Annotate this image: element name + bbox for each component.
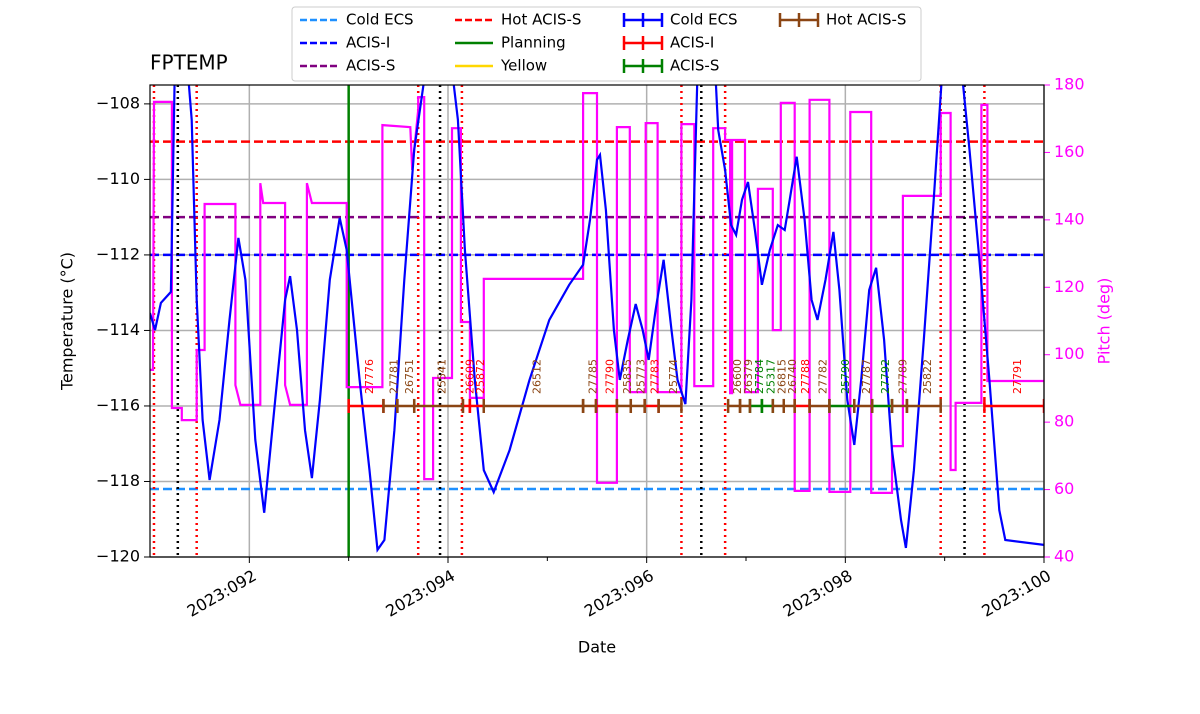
x-tick-label: 2023:092 <box>184 566 260 621</box>
obsid-label: 25822 <box>921 359 934 394</box>
legend-label: Yellow <box>500 57 547 75</box>
obsid-label: 25872 <box>474 359 487 394</box>
obsid-label: 27792 <box>879 359 892 394</box>
y-tick-label: −118 <box>96 471 140 490</box>
y2-tick-label: 80 <box>1054 412 1074 431</box>
y2-tick-label: 160 <box>1054 142 1085 161</box>
y2-tick-label: 180 <box>1054 75 1085 94</box>
legend-label: ACIS-S <box>346 57 395 75</box>
obsid-label: 27790 <box>603 359 616 394</box>
y-tick-label: −110 <box>96 169 140 188</box>
legend-label: Hot ACIS-S <box>826 11 906 29</box>
legend-label: ACIS-I <box>670 34 714 52</box>
obsid-label: 27789 <box>896 359 909 394</box>
legend-label: Cold ECS <box>670 11 738 29</box>
obsid-label: 27785 <box>587 359 600 394</box>
y2-axis-label: Pitch (deg) <box>1095 278 1114 365</box>
y-tick-label: −120 <box>96 547 140 566</box>
obsid-label: 27787 <box>860 359 873 394</box>
temperature-line <box>150 85 1044 553</box>
obsid-label: 27788 <box>799 359 812 394</box>
x-tick-label: 2023:098 <box>780 566 856 621</box>
obsid-label: 26512 <box>530 359 543 394</box>
obsid-label: 27791 <box>1011 359 1024 394</box>
pitch-line <box>150 91 1044 494</box>
obsid-label: 26600 <box>731 359 744 394</box>
legend: Cold ECS ACIS-I ACIS-S Hot ACIS-S Planning Ye… <box>291 6 922 82</box>
obsid-label: 27781 <box>387 359 400 394</box>
obsid-label: 27784 <box>753 359 766 394</box>
plot-frame <box>149 84 1045 558</box>
obsid-label: 26815 <box>775 359 788 394</box>
chart-title: FPTEMP <box>150 51 228 75</box>
y-tick-label: −114 <box>96 320 140 339</box>
y2-tick-label: 60 <box>1054 479 1074 498</box>
legend-label: ACIS-I <box>346 34 390 52</box>
legend-label: Cold ECS <box>346 11 414 29</box>
y-tick-label: −112 <box>96 244 140 263</box>
obsid-label: 27782 <box>817 359 830 394</box>
y2-tick-label: 140 <box>1054 209 1085 228</box>
x-tick-label: 2023:096 <box>581 566 657 621</box>
y2-tick-label: 40 <box>1054 547 1074 566</box>
obsid-label: 25317 <box>764 359 777 394</box>
legend-label: Hot ACIS-S <box>501 11 581 29</box>
obsid-label: 27776 <box>363 359 376 394</box>
x-axis-label: Date <box>578 638 616 657</box>
obsid-label: 26379 <box>742 359 755 394</box>
y2-tick-label: 100 <box>1054 344 1085 363</box>
y-tick-label: −116 <box>96 395 140 414</box>
obsid-label: 26751 <box>403 359 416 394</box>
legend-box <box>291 6 922 82</box>
legend-label: Planning <box>501 34 566 52</box>
y2-tick-label: 120 <box>1054 277 1085 296</box>
x-tick-label: 2023:100 <box>978 566 1054 621</box>
obsid-label: 25835 <box>621 359 634 394</box>
obsid-label: 25790 <box>839 359 852 394</box>
legend-label: ACIS-S <box>670 57 719 75</box>
obsid-label: 25773 <box>635 359 648 394</box>
x-tick-label: 2023:094 <box>382 566 458 621</box>
obsid-label: 27783 <box>649 359 662 394</box>
y-tick-label: −108 <box>96 93 140 112</box>
obsid-label: 26740 <box>786 359 799 394</box>
obsid-label: 25541 <box>436 359 449 394</box>
y-axis-label: Temperature (°C) <box>58 252 77 391</box>
obsid-label: 26609 <box>463 359 476 394</box>
obsid-label: 25774 <box>667 359 680 394</box>
